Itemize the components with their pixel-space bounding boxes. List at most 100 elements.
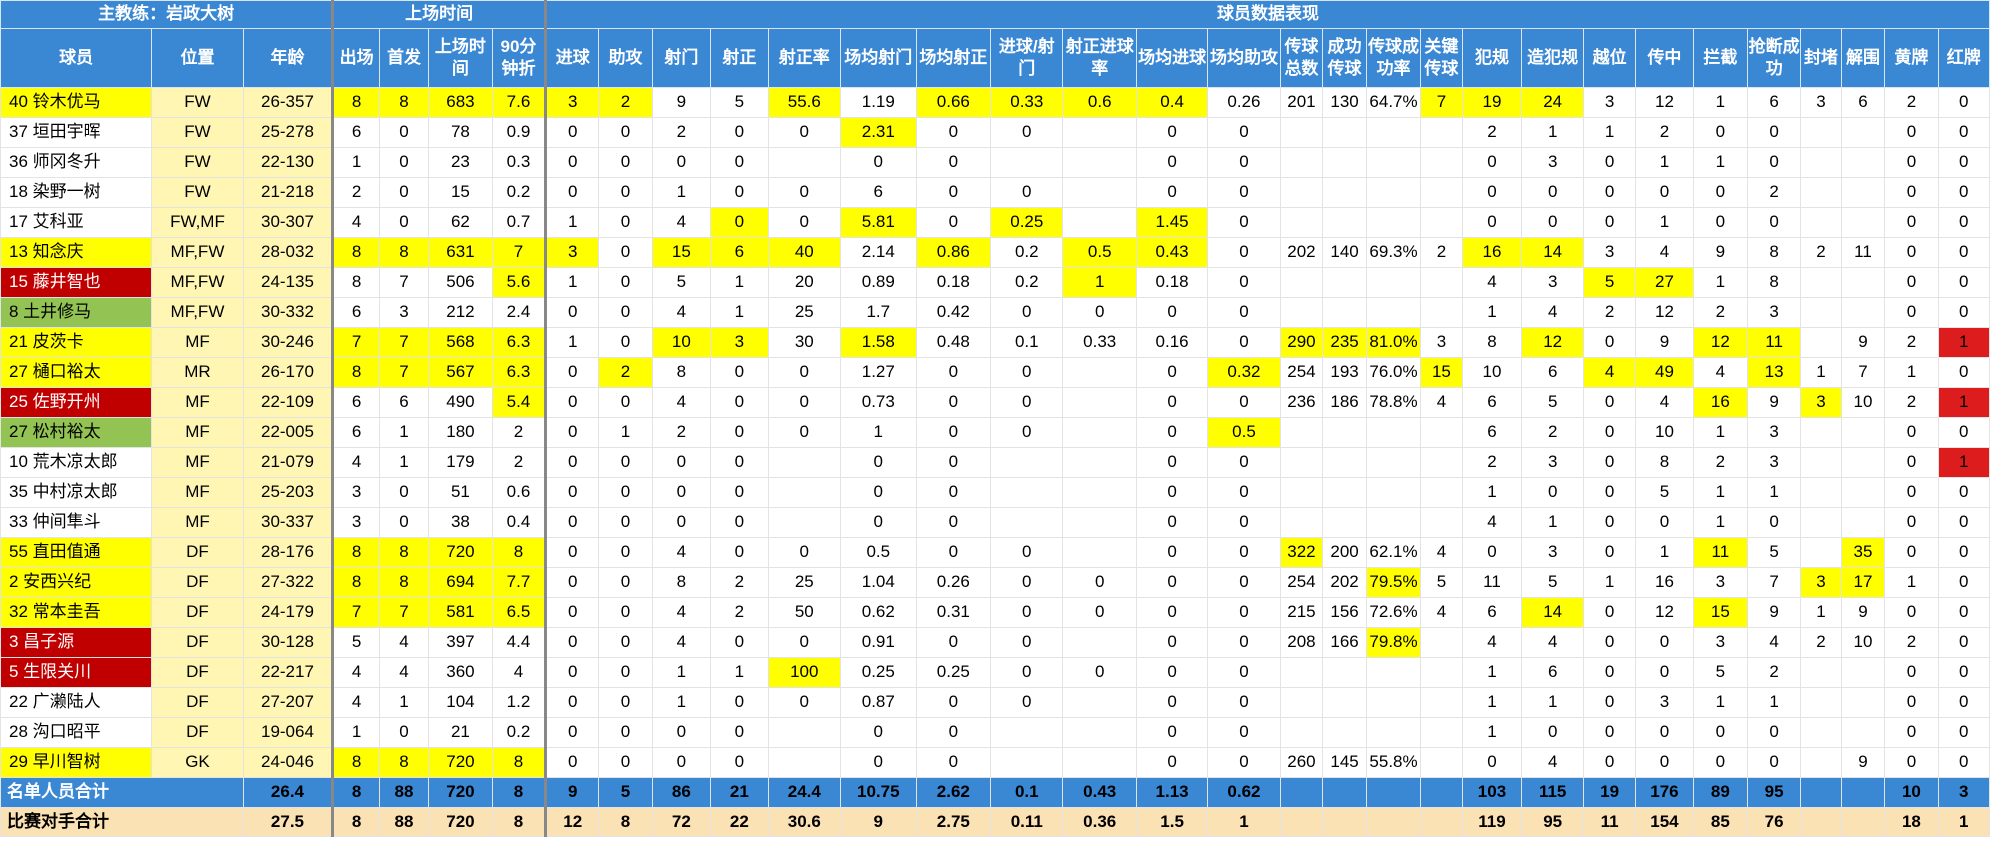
stat-cell [1322, 147, 1367, 178]
stat-cell: 0 [1135, 477, 1209, 508]
stat-cell: 5 [1635, 477, 1694, 508]
player-row[interactable]: 55 直田值通 DF 28-176 8 8 720 8 0 0 4 0 0 0.5 0 0 0 0 322 200 6… [0, 537, 1990, 568]
player-row[interactable]: 5 生限关川 DF 22-217 4 4 360 4 0 0 1 1 100 0.25 0.25 0 0 0 0 1… [0, 657, 1990, 688]
column-header[interactable]: 射正率 [767, 28, 841, 88]
column-header[interactable]: 助攻 [598, 28, 653, 88]
stat-cell: 0 [1884, 207, 1939, 238]
stat-cell: 0 [379, 477, 429, 508]
column-header[interactable]: 解围 [1840, 28, 1886, 88]
stat-cell: 2 [1461, 447, 1523, 478]
total-cell: 27.5 [242, 807, 334, 837]
column-header[interactable]: 传球成功率 [1365, 28, 1422, 88]
stat-cell: 0 [915, 387, 992, 418]
stat-cell: 683 [427, 87, 493, 118]
column-header[interactable]: 拦截 [1692, 28, 1748, 88]
column-header[interactable]: 年龄 [242, 28, 334, 88]
stat-cell [1420, 117, 1463, 148]
stat-cell: 6.5 [491, 597, 547, 628]
column-header[interactable]: 射门 [651, 28, 712, 88]
stat-cell: 16 [1635, 567, 1694, 598]
stat-cell [1322, 297, 1367, 328]
column-header[interactable]: 场均进球 [1135, 28, 1209, 88]
stat-cell [1279, 447, 1324, 478]
column-header[interactable]: 90分钟折 [491, 28, 547, 88]
column-header[interactable]: 黄牌 [1884, 28, 1939, 88]
stat-cell: 1.45 [1135, 207, 1209, 238]
stat-cell: 179 [427, 447, 493, 478]
stat-cell: 0 [598, 567, 653, 598]
column-header[interactable]: 成功传球 [1322, 28, 1367, 88]
player-row[interactable]: 15 藤井智也 MF,FW 24-135 8 7 506 5.6 1 0 5 1 20 0.89 0.18… [0, 267, 1990, 298]
stat-cell [1062, 717, 1137, 748]
column-header[interactable]: 抢断成功 [1746, 28, 1802, 88]
player-row[interactable]: 33 仲间隼斗 MF 30-337 3 0 38 0.4 0 0 0 0 0 0 0 0 4 1 0 0 1 0 0 0 [0, 507, 1990, 538]
column-header[interactable]: 球员 [0, 28, 153, 88]
player-row[interactable]: 32 常本圭吾 DF 24-179 7 7 581 6.5 0 0 4 2 50 0.62 0.31 0 0 0… [0, 597, 1990, 628]
stat-cell: 0 [651, 507, 712, 538]
column-header[interactable]: 造犯规 [1521, 28, 1585, 88]
player-position: FW [151, 117, 244, 148]
stat-cell: 254 [1279, 357, 1324, 388]
stat-cell [1365, 717, 1422, 748]
column-header[interactable]: 进球/射门 [990, 28, 1064, 88]
stat-cell: 0 [1135, 627, 1209, 658]
total-cell [1322, 777, 1367, 808]
player-row[interactable]: 21 皮茨卡 MF 30-246 7 7 568 6.3 1 0 10 3 30 1.58 0.48 0.1… [0, 327, 1990, 358]
player-name: 10 荒木凉太郎 [0, 447, 153, 478]
player-row[interactable]: 8 土井修马 MF,FW 30-332 6 3 212 2.4 0 0 4 1 25 1.7 0.42 0 0… [0, 297, 1990, 328]
stat-cell: 4.4 [491, 627, 547, 658]
column-header[interactable]: 封堵 [1800, 28, 1842, 88]
player-row[interactable]: 37 垣田宇晖 FW 25-278 6 0 78 0.9 0 0 2 0 0 2.31 0 0 0 0 2 1 1 2 0… [0, 117, 1990, 148]
stat-cell: 51 [427, 477, 493, 508]
column-header[interactable]: 传中 [1635, 28, 1694, 88]
player-row[interactable]: 10 荒木凉太郎 MF 21-079 4 1 179 2 0 0 0 0 0 0 0 0 2 3 0 8 2 3 0 1 [0, 447, 1990, 478]
stat-cell: 1 [1692, 147, 1748, 178]
player-row[interactable]: 13 知念庆 MF,FW 28-032 8 8 631 7 3 0 15 6 40 2.14 0.86 0.… [0, 237, 1990, 268]
stat-cell [767, 717, 841, 748]
column-header[interactable]: 射正 [710, 28, 769, 88]
stat-cell: 0 [1884, 747, 1939, 778]
stat-cell [1800, 297, 1842, 328]
column-header[interactable]: 射正进球率 [1062, 28, 1137, 88]
player-row[interactable]: 22 广濑陆人 DF 27-207 4 1 104 1.2 0 0 1 0 0 0.87 0 0 0 0 1 1 0 3… [0, 687, 1990, 718]
stat-cell: 0.6 [1062, 87, 1137, 118]
column-header[interactable]: 传球总数 [1279, 28, 1324, 88]
player-name: 25 佐野开州 [0, 387, 153, 418]
column-header[interactable]: 越位 [1583, 28, 1637, 88]
column-header[interactable]: 场均射门 [839, 28, 917, 88]
column-header[interactable]: 首发 [379, 28, 429, 88]
player-row[interactable]: 17 艾科亚 FW,MF 30-307 4 0 62 0.7 1 0 4 0 0 5.81 0 0.25 1.… [0, 207, 1990, 238]
player-row[interactable]: 27 樋口裕太 MR 26-170 8 7 567 6.3 0 2 8 0 0 1.27 0 0 0 0.32 2… [0, 357, 1990, 388]
player-row[interactable]: 25 佐野开州 MF 22-109 6 6 490 5.4 0 0 4 0 0 0.73 0 0 0 0 236 1… [0, 387, 1990, 418]
column-header[interactable]: 红牌 [1937, 28, 1990, 88]
column-header[interactable]: 上场时间 [427, 28, 493, 88]
stat-cell: 4 [1692, 357, 1748, 388]
column-header[interactable]: 关键传球 [1420, 28, 1463, 88]
stat-cell: 8 [1746, 267, 1802, 298]
stat-cell: 6 [331, 117, 381, 148]
stat-cell: 4 [331, 447, 381, 478]
player-row[interactable]: 36 师冈冬升 FW 22-130 1 0 23 0.3 0 0 0 0 0 0 0 0 0 3 0 1 1 0 0 0 [0, 147, 1990, 178]
stat-cell: 8 [379, 567, 429, 598]
total-cell: 176 [1635, 777, 1694, 808]
stat-cell: 0 [1937, 567, 1990, 598]
stat-cell [767, 747, 841, 778]
stat-cell: 0 [1937, 147, 1990, 178]
column-header[interactable]: 出场 [331, 28, 381, 88]
player-row[interactable]: 29 早川智树 GK 24-046 8 8 720 8 0 0 0 0 0 0 0 0 260 145 55.8%… [0, 747, 1990, 778]
stat-cell: 0 [1884, 117, 1939, 148]
column-header[interactable]: 犯规 [1461, 28, 1523, 88]
player-row[interactable]: 35 中村凉太郎 MF 25-203 3 0 51 0.6 0 0 0 0 0 0 0 0 1 0 0 5 1 1 0 0 [0, 477, 1990, 508]
player-position: DF [151, 567, 244, 598]
player-row[interactable]: 18 染野一树 FW 21-218 2 0 15 0.2 0 0 1 0 0 6 0 0 0 0 0 0 0 0 0 2 0 0 [0, 177, 1990, 208]
player-row[interactable]: 2 安西兴纪 DF 27-322 8 8 694 7.7 0 0 8 2 25 1.04 0.26 0 0 0 0… [0, 567, 1990, 598]
stat-cell [1062, 537, 1137, 568]
player-row[interactable]: 40 铃木优马 FW 26-357 8 8 683 7.6 3 2 9 5 55.6 1.19 0.66 0… [0, 87, 1990, 118]
column-header[interactable]: 进球 [544, 28, 600, 88]
column-header[interactable]: 场均助攻 [1207, 28, 1281, 88]
player-row[interactable]: 27 松村裕太 MF 22-005 6 1 180 2 0 1 2 0 0 1 0 0 0 0.5 6 2 0 10 1 3… [0, 417, 1990, 448]
player-row[interactable]: 28 沟口昭平 DF 19-064 1 0 21 0.2 0 0 0 0 0 0 0 0 1 0 0 0 0 0 0 0 [0, 717, 1990, 748]
column-header[interactable]: 场均射正 [915, 28, 992, 88]
player-row[interactable]: 3 昌子源 DF 30-128 5 4 397 4.4 0 0 4 0 0 0.91 0 0 0 0 208 166… [0, 627, 1990, 658]
column-header[interactable]: 位置 [151, 28, 244, 88]
